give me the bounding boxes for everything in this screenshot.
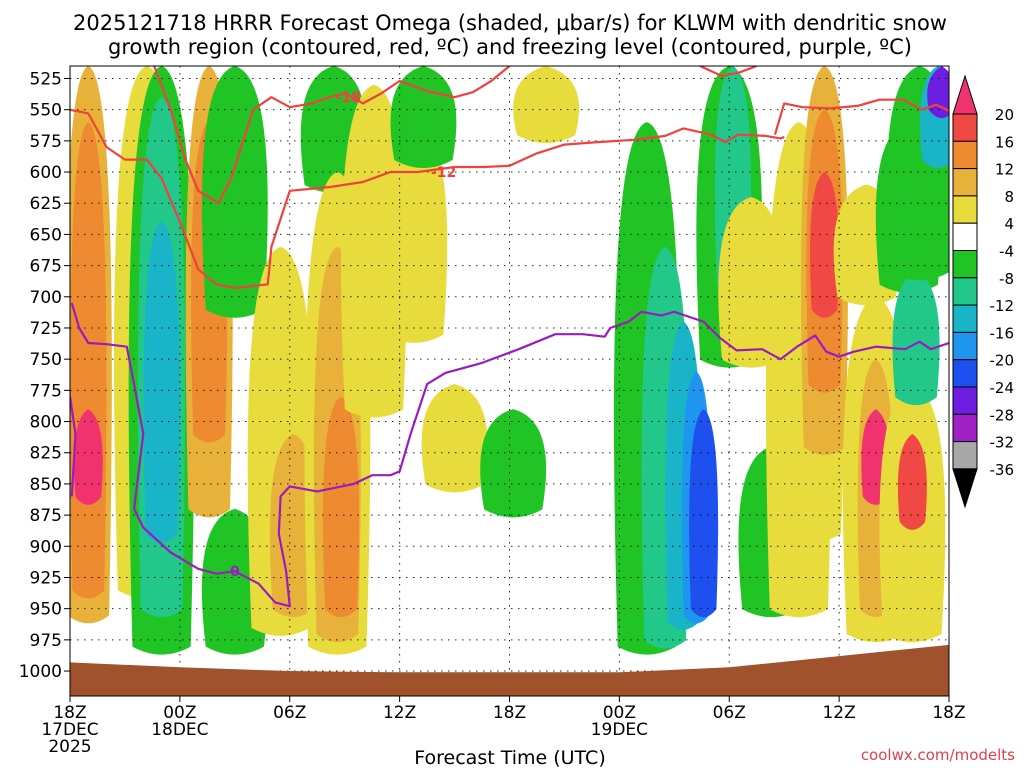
colorbar-tick-label: -24 — [990, 379, 1015, 397]
colorbar-tick-label: -32 — [990, 434, 1015, 452]
x-tick-label: 18DEC — [151, 720, 208, 740]
x-tick-label: 00Z — [163, 703, 196, 723]
x-tick-label: 19DEC — [591, 720, 648, 740]
x-tick-label: 00Z — [603, 703, 636, 723]
colorbar-swatch — [952, 222, 978, 251]
colorbar-tick-label: 4 — [1004, 215, 1014, 233]
colorbar-tick-label: 8 — [1004, 188, 1014, 206]
y-tick-label: 575 — [30, 132, 62, 152]
y-tick-label: 975 — [30, 631, 62, 651]
dgz-minus18-contour — [773, 98, 949, 135]
colorbar-tick-label: -16 — [990, 324, 1015, 342]
x-tick-label: 06Z — [273, 703, 306, 723]
y-tick-label: 675 — [30, 257, 62, 277]
colorbar-swatch — [952, 195, 978, 224]
colorbar-tick-label: 16 — [995, 133, 1014, 151]
y-tick-label: 875 — [30, 506, 62, 526]
colorbar-swatch — [952, 386, 978, 415]
y-tick-label: 900 — [30, 537, 62, 557]
colorbar-tick-label: -8 — [999, 270, 1014, 288]
gridlines — [70, 66, 949, 696]
omega-cell — [322, 396, 360, 618]
omega-cell — [381, 122, 448, 343]
omega-cell — [480, 409, 547, 518]
y-tick-label: 525 — [30, 69, 62, 89]
omega-cell — [810, 172, 839, 318]
omega-cell — [689, 409, 719, 618]
colorbar-swatch — [952, 113, 978, 142]
colorbar-swatch — [952, 140, 978, 170]
x-tick-label: 12Z — [383, 703, 416, 723]
colorbar-top-arrow — [952, 74, 978, 115]
terrain-layer — [70, 644, 949, 696]
freezing-level-contour — [70, 396, 77, 497]
omega-cell — [892, 271, 940, 406]
y-tick-label: 800 — [30, 413, 62, 433]
colorbar-swatch — [952, 277, 978, 306]
omega-cell — [201, 66, 268, 318]
colorbar-tick-label: 12 — [995, 161, 1014, 179]
chart-subtitle: growth region (contoured, red, ºC) and f… — [108, 35, 912, 59]
colorbar-tick-label: -28 — [990, 406, 1015, 424]
dgz-minus12-label: -12 — [431, 165, 456, 181]
colorbar-swatch — [952, 250, 978, 279]
y-tick-label: 950 — [30, 600, 62, 620]
omega-cell — [73, 409, 103, 505]
colorbar-swatch — [952, 359, 978, 388]
colorbar-tick-label: -4 — [999, 243, 1014, 261]
x-tick-label: 06Z — [713, 703, 746, 723]
omega-cell — [897, 434, 927, 530]
omega-cell — [390, 66, 457, 169]
colorbar-swatch — [952, 331, 978, 361]
y-tick-label: 775 — [30, 381, 62, 401]
y-tick-label: 600 — [30, 163, 62, 183]
omega-cell — [513, 66, 580, 144]
y-tick-label: 700 — [30, 288, 62, 308]
y-tick-label: 725 — [30, 319, 62, 339]
contour-lines: -18 -12 0 — [70, 66, 949, 608]
colorbar-tick-label: -36 — [990, 461, 1015, 479]
colorbar-swatch — [952, 413, 978, 443]
colorbar-tick-label: -20 — [990, 352, 1015, 370]
y-tick-label: 925 — [30, 568, 62, 588]
y-tick-label: 550 — [30, 101, 62, 121]
colorbar-swatch — [952, 441, 978, 470]
colorbar-swatch — [952, 168, 978, 197]
dgz-minus18-contour — [153, 66, 511, 205]
omega-cell — [421, 384, 488, 493]
dgz-minus18-label: -18 — [336, 90, 361, 106]
x-tick-label: 18Z — [493, 703, 526, 723]
freezing-level-label: 0 — [230, 564, 240, 580]
y-tick-label: 850 — [30, 475, 62, 495]
terrain-surface — [70, 644, 949, 696]
colorbar-tick-label: -12 — [990, 297, 1015, 315]
x-tick-label: 17DEC — [41, 720, 98, 740]
dgz-minus12-contour — [70, 108, 785, 290]
omega-shading — [70, 66, 949, 655]
omega-cell — [143, 221, 180, 543]
y-axis: 525 550 575 600 625 650 675 700 725 750 775 800 825 8… — [19, 69, 70, 682]
y-tick-label: 625 — [30, 194, 62, 214]
chart-title: 2025121718 HRRR Forecast Omega (shaded, … — [73, 11, 947, 35]
x-tick-label: 18Z — [932, 703, 965, 723]
y-tick-label: 1000 — [19, 662, 62, 682]
colorbar-bottom-arrow — [952, 468, 978, 509]
omega-cell — [70, 122, 107, 599]
x-tick-label: 12Z — [822, 703, 855, 723]
freezing-level-contour — [70, 302, 949, 608]
colorbar-swatch — [952, 304, 978, 333]
y-tick-label: 825 — [30, 444, 62, 464]
y-tick-label: 650 — [30, 225, 62, 245]
colorbar: 20 16 12 8 4 -4 -8 -12 -16 -20 -24 -28 -32 -36 — [952, 74, 1015, 509]
x-axis-label: Forecast Time (UTC) — [414, 747, 605, 768]
y-tick-label: 750 — [30, 350, 62, 370]
credit-link[interactable]: coolwx.com/modelts — [861, 746, 1015, 764]
x-tick-label: 18Z — [53, 703, 86, 723]
dgz-minus18-contour — [699, 66, 758, 78]
colorbar-tick-label: 20 — [995, 106, 1014, 124]
x-tick-label: 2025 — [48, 737, 91, 757]
